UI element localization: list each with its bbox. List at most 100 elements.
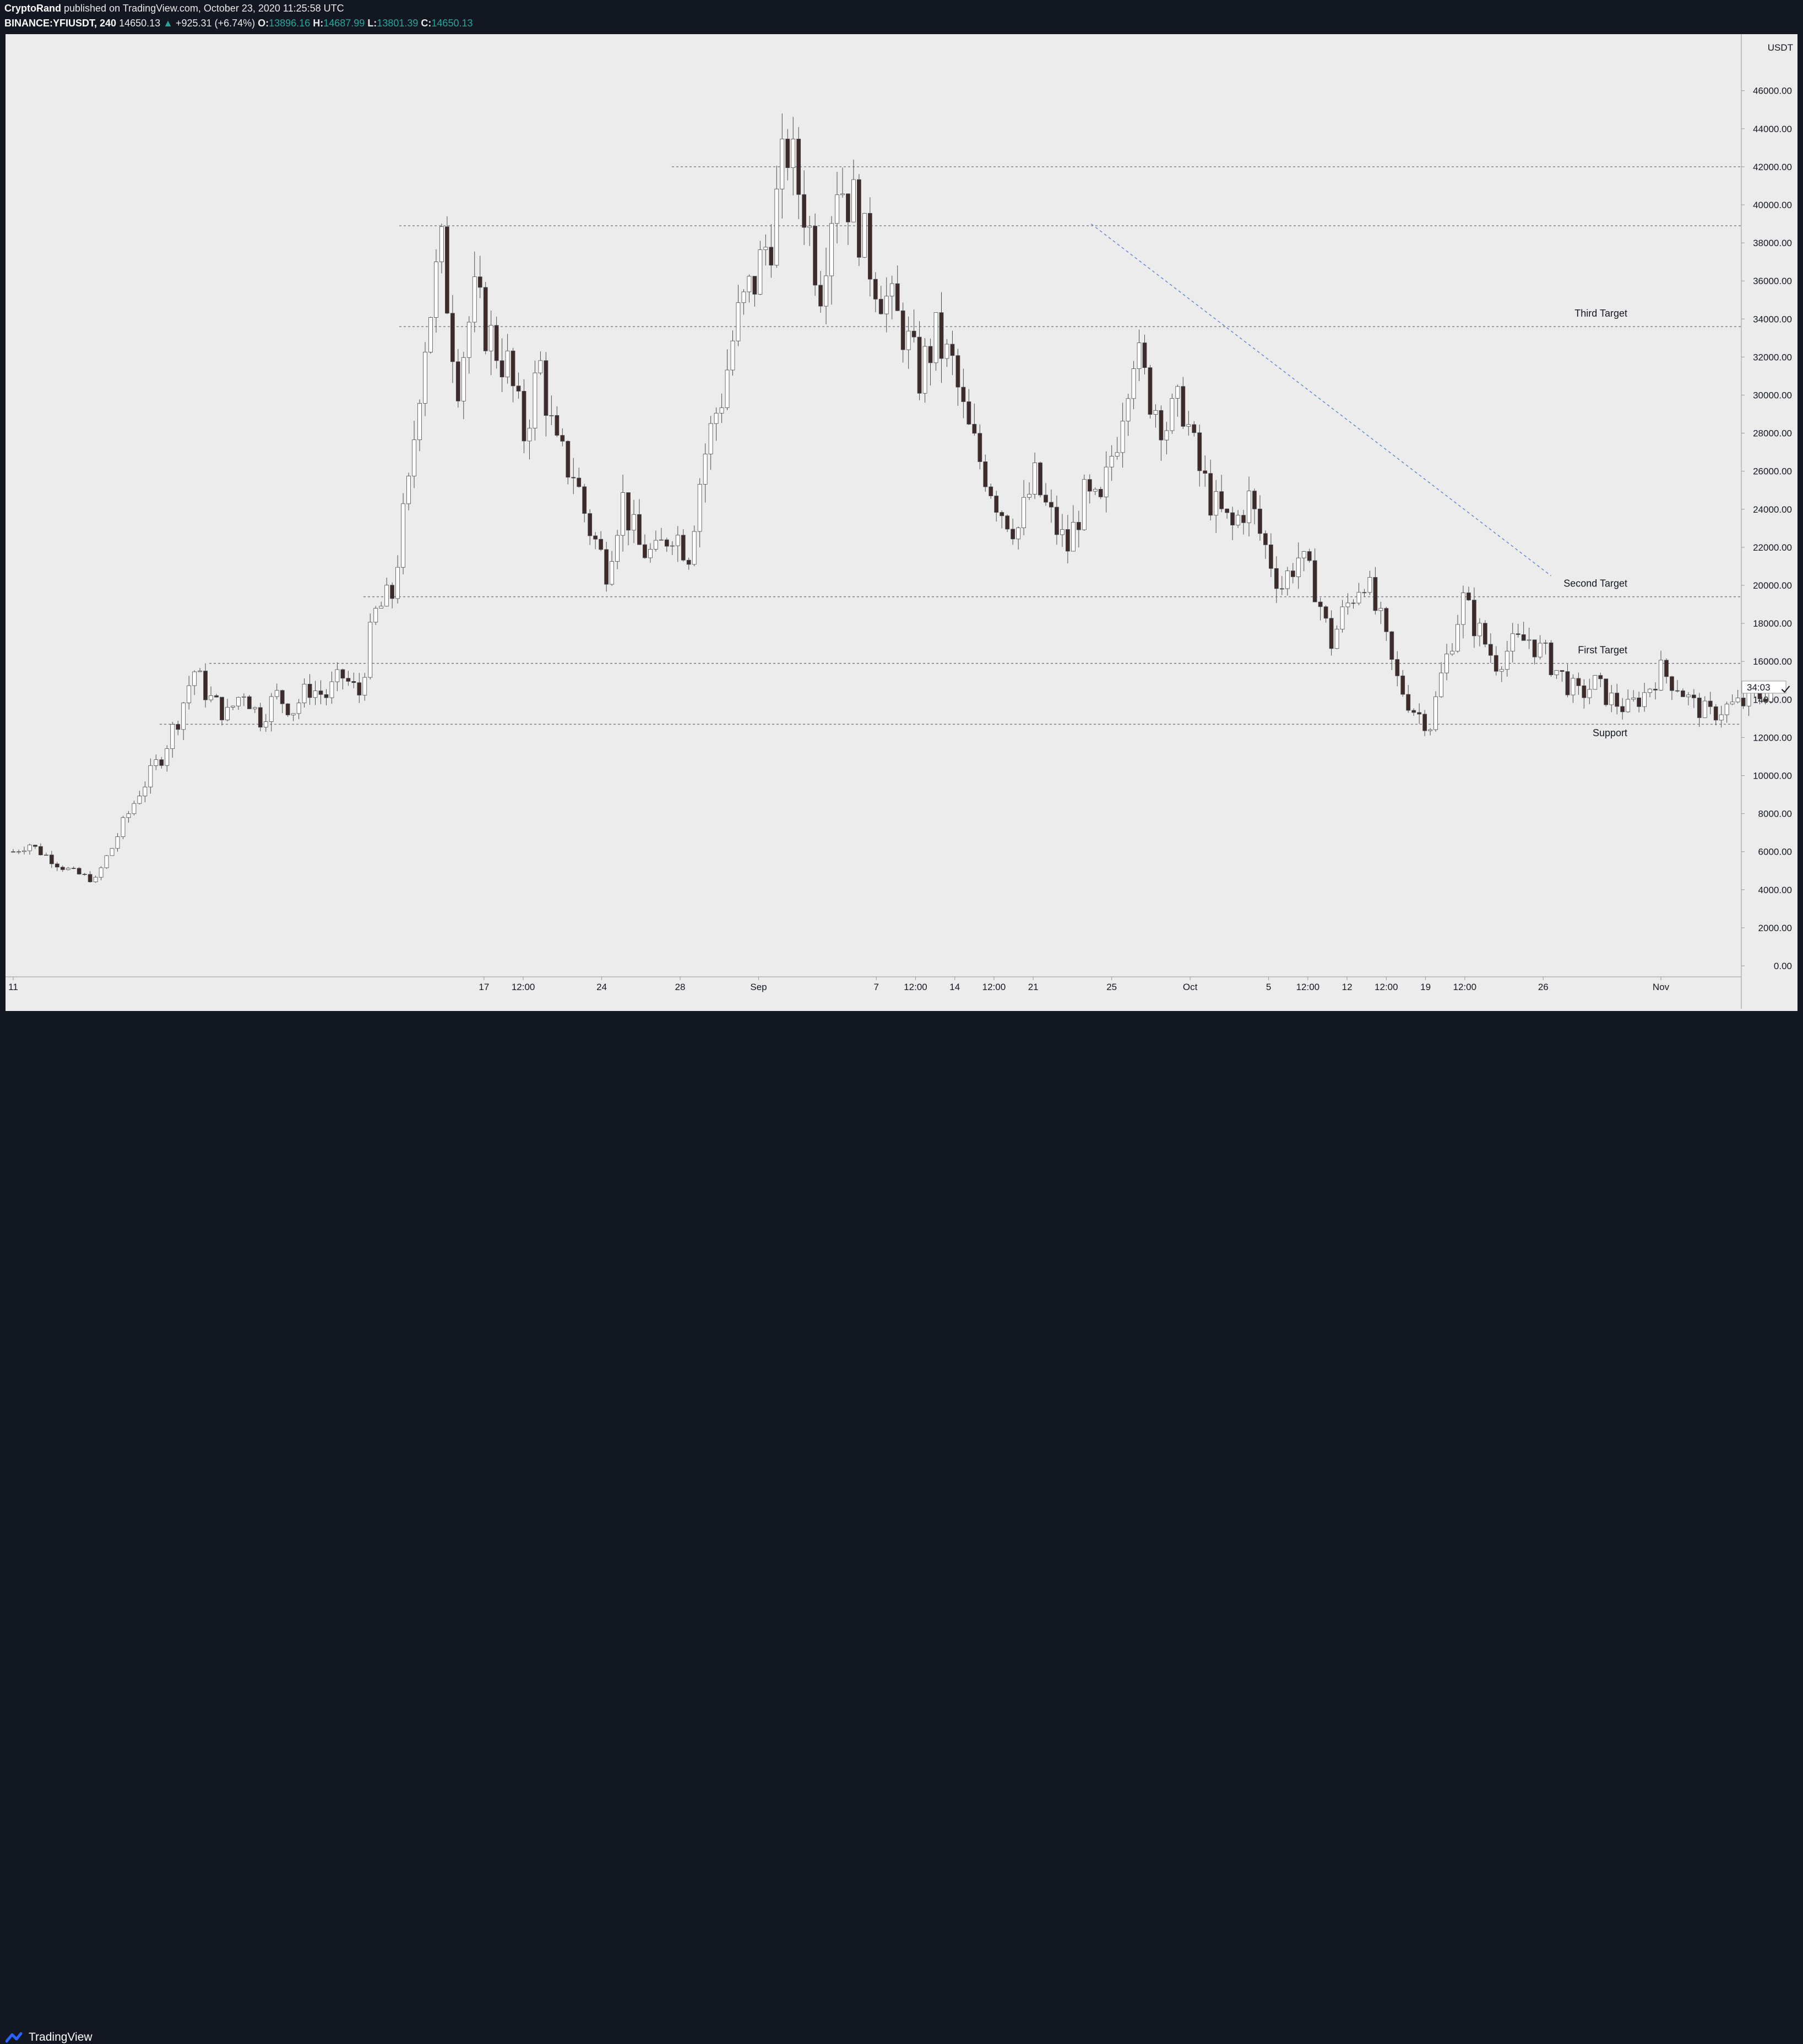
candle [889,283,894,297]
candle [104,855,109,868]
candle [1060,529,1065,535]
price-axis-panel[interactable] [1741,34,1797,1009]
close-value: 14650.13 [431,18,473,29]
candle [494,325,499,361]
open-label: O: [258,18,269,29]
x-tick-label: Nov [1653,982,1670,992]
candle [1269,544,1273,569]
candle [1626,699,1631,713]
candle [137,796,142,804]
candle [340,669,345,679]
candle [895,283,900,311]
candle [1290,570,1295,577]
author-name[interactable]: CryptoRand [4,3,61,14]
candle [362,677,367,695]
candle [1686,694,1691,697]
candle [1576,678,1581,686]
candle [1702,700,1707,718]
candle [593,535,598,540]
price-chart[interactable]: 0.00 2000.00 4000.00 6000.00 8000.00 10000.00… [6,34,1797,1011]
candle [181,703,186,730]
candle [461,357,466,401]
candle [384,585,389,607]
candle [1560,670,1565,672]
candle [906,330,911,350]
candle [1763,698,1768,702]
tradingview-logo-icon[interactable] [6,2031,25,2043]
tradingview-brand[interactable]: TradingView [29,2031,93,2043]
candle [1038,463,1042,496]
candle [1521,634,1526,641]
candle [148,765,153,787]
candle [66,868,70,870]
candle [1109,456,1114,467]
x-tick-label: Oct [1183,982,1198,992]
candle [1532,639,1537,657]
candle [412,439,416,476]
candle [582,486,587,514]
y-tick-label: 16000.00 [1753,656,1792,667]
candle [1378,608,1383,611]
y-tick-label: 46000.00 [1753,86,1792,96]
candle [1186,424,1191,427]
candle [1384,608,1389,632]
candle [867,213,872,280]
high-label: H: [313,18,324,29]
candle [829,223,834,276]
candle [774,188,779,266]
candle [198,671,202,672]
candle [280,690,285,704]
candle [1142,343,1147,368]
candle [373,608,378,623]
candle [93,877,98,882]
candle [818,285,823,307]
candle [406,476,411,504]
candle [643,544,647,558]
y-tick-label: 38000.00 [1753,238,1792,248]
candle [955,355,960,388]
candle [351,681,356,683]
candle [1120,421,1125,453]
candle [1247,491,1251,523]
candle [610,561,614,585]
candle [604,549,609,585]
candle [176,724,181,730]
change-arrow-icon: ▲ [163,18,173,29]
x-tick-label: 12:00 [904,982,927,992]
x-tick-label: 19 [1420,982,1431,992]
trendline [1090,223,1551,577]
low-label: L: [367,18,377,29]
candle [1356,592,1361,604]
footer-bar: TradingView [0,1012,1803,2043]
candle [1033,463,1037,494]
candle [730,340,735,371]
chart-area[interactable]: 0.00 2000.00 4000.00 6000.00 8000.00 10000.00… [6,34,1797,1011]
candle [1296,557,1301,577]
candle [917,336,922,394]
candle [1263,533,1268,545]
candle [1065,529,1070,552]
x-tick-label: 21 [1028,982,1039,992]
candle [1005,515,1010,530]
candle [944,344,949,359]
x-tick-label: 24 [596,982,607,992]
candle [648,549,653,558]
x-tick-label: Sep [750,982,767,992]
candle [1285,570,1290,589]
y-tick-label: 42000.00 [1753,162,1792,172]
candle [1395,659,1400,676]
y-tick-label: 28000.00 [1753,428,1792,439]
candle [1472,600,1476,637]
candle [55,863,59,868]
candle [1604,678,1609,705]
symbol-name[interactable]: BINANCE:YFIUSDT, 240 [4,18,117,29]
candle [615,535,620,562]
candle [1417,712,1422,715]
x-tick-label: 12:00 [982,982,1006,992]
candle [1236,515,1240,526]
candle [878,298,883,314]
candle [88,874,93,882]
last-price: 14650.13 [119,18,161,29]
candle [1670,676,1674,691]
candle [632,514,636,531]
